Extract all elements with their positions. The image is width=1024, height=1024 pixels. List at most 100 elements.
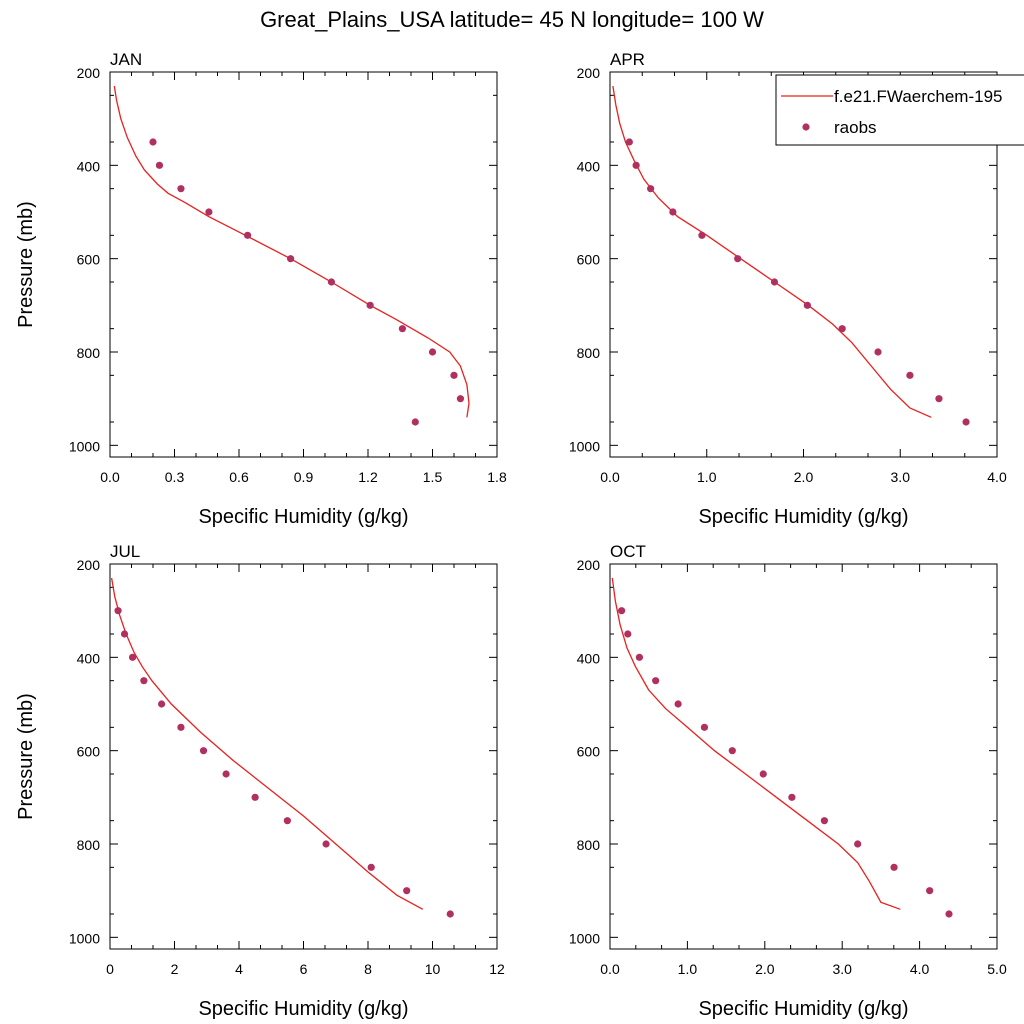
legend-label: f.e21.FWaerchem-195 (834, 87, 1003, 106)
y-tick-label: 200 (577, 557, 601, 573)
y-tick-label: 600 (77, 252, 101, 268)
model-line (611, 577, 901, 910)
x-tick-label: 0.3 (165, 469, 185, 485)
y-tick-label: 800 (577, 345, 601, 361)
raobs-point (287, 255, 295, 263)
raobs-point (128, 653, 137, 661)
raobs-point (327, 278, 336, 286)
raobs-point (874, 348, 882, 356)
x-tick-label: 0 (106, 961, 114, 977)
raobs-point (803, 301, 811, 309)
panel-label: APR (610, 50, 645, 69)
y-tick-label: 800 (577, 837, 601, 853)
raobs-point (635, 653, 644, 661)
legend-label: raobs (834, 118, 877, 137)
raobs-point (149, 138, 157, 146)
raobs-point (935, 395, 943, 403)
x-tick-label: 1.2 (358, 469, 378, 485)
raobs-point (698, 231, 706, 239)
raobs-point (759, 770, 767, 778)
x-tick-label: 2.0 (794, 469, 814, 485)
y-tick-label: 200 (77, 65, 101, 81)
raobs-point (906, 371, 914, 379)
plot-frame (109, 563, 498, 950)
raobs-point (669, 208, 677, 216)
y-tick-label: 400 (77, 158, 101, 174)
x-tick-label: 3.0 (891, 469, 911, 485)
x-axis-label: Specific Humidity (g/kg) (698, 506, 908, 528)
raobs-point (199, 747, 208, 755)
x-tick-label: 0.6 (229, 469, 249, 485)
model-line (110, 577, 424, 910)
raobs-point (177, 723, 185, 731)
raobs-point (624, 630, 632, 638)
raobs-point (854, 840, 862, 848)
y-tick-label: 1000 (569, 438, 600, 454)
raobs-point (177, 185, 185, 193)
raobs-point (838, 325, 846, 333)
raobs-point (926, 887, 934, 895)
x-tick-label: 12 (489, 961, 505, 977)
raobs-point (366, 301, 374, 309)
raobs-point (625, 138, 633, 146)
raobs-point (632, 161, 640, 169)
y-tick-label: 600 (577, 252, 601, 268)
raobs-point (456, 395, 465, 403)
x-tick-label: 1.0 (697, 469, 717, 485)
raobs-point (398, 325, 406, 333)
raobs-point (244, 231, 252, 239)
x-tick-label: 1.8 (487, 469, 507, 485)
raobs-point (251, 793, 259, 801)
x-tick-label: 6 (300, 961, 308, 977)
raobs-point (114, 607, 122, 615)
raobs-point (700, 723, 709, 731)
y-tick-label: 400 (77, 650, 101, 666)
y-tick-label: 600 (577, 744, 601, 760)
x-tick-label: 4 (235, 961, 243, 977)
panel-label: OCT (610, 542, 646, 561)
plot-frame (109, 71, 498, 458)
x-tick-label: 1.5 (423, 469, 443, 485)
raobs-point (728, 747, 736, 755)
y-tick-label: 800 (77, 837, 101, 853)
raobs-point (674, 700, 682, 708)
raobs-point (618, 607, 626, 615)
y-tick-label: 400 (577, 650, 601, 666)
x-tick-label: 2 (171, 961, 179, 977)
y-tick-label: 200 (577, 65, 601, 81)
y-axis-label: Pressure (mb) (15, 693, 37, 820)
x-tick-label: 8 (364, 961, 372, 977)
legend-box (775, 74, 1024, 146)
x-axis-label: Specific Humidity (g/kg) (198, 506, 408, 528)
x-tick-label: 1.0 (678, 961, 698, 977)
plot-frame (609, 563, 998, 950)
raobs-point (158, 700, 166, 708)
x-axis-label: Specific Humidity (g/kg) (698, 998, 908, 1020)
y-tick-label: 600 (77, 744, 101, 760)
y-tick-label: 200 (77, 557, 101, 573)
x-tick-label: 5.0 (987, 961, 1007, 977)
raobs-point (222, 770, 230, 778)
panel-apr: APR 0.0 1.0 2.0 3.0 4.0 200 400 600 800 1000 Specif… (569, 50, 1007, 528)
model-line (612, 85, 932, 418)
y-tick-label: 800 (77, 345, 101, 361)
figure-title: Great_Plains_USA latitude= 45 N longitud… (260, 7, 764, 32)
raobs-point (367, 863, 375, 871)
y-axis-label: Pressure (mb) (15, 201, 37, 328)
x-tick-label: 0.0 (600, 469, 620, 485)
legend: f.e21.FWaerchem-195 raobs (775, 74, 1024, 146)
x-tick-label: 10 (425, 961, 441, 977)
y-tick-label: 400 (577, 158, 601, 174)
x-axis-label: Specific Humidity (g/kg) (198, 998, 408, 1020)
panel-jul: JUL 0 2 4 6 8 10 12 200 400 600 800 1000 Specific Hum… (15, 542, 505, 1020)
raobs-point (322, 840, 330, 848)
x-tick-label: 4.0 (987, 469, 1007, 485)
raobs-point (283, 817, 291, 825)
raobs-point (788, 793, 796, 801)
panel-jan: JAN 0.0 0.3 0.6 0.9 1.2 1.5 1.8 200 400 600 800 1000… (15, 50, 507, 528)
raobs-point (652, 677, 660, 685)
raobs-point (962, 418, 970, 426)
raobs-point (734, 255, 742, 263)
x-tick-label: 4.0 (910, 961, 930, 977)
